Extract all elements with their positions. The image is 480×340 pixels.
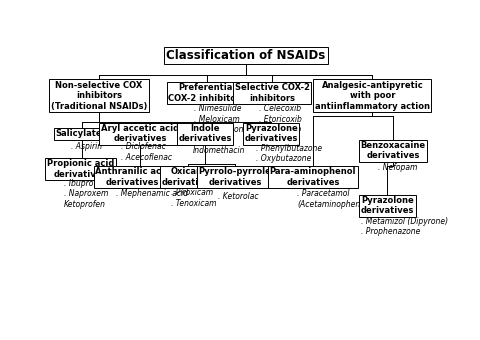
Text: Pyrazolone
derivatives: Pyrazolone derivatives bbox=[245, 124, 298, 143]
Text: . Metamizol (Dipyrone)
. Prophenazone: . Metamizol (Dipyrone) . Prophenazone bbox=[360, 217, 448, 236]
Text: Classification of NSAIDs: Classification of NSAIDs bbox=[167, 49, 325, 62]
Text: . Nefopam: . Nefopam bbox=[378, 163, 418, 172]
Text: . Mephenamic acid: . Mephenamic acid bbox=[116, 189, 188, 199]
Text: Salicylates: Salicylates bbox=[56, 129, 108, 138]
Text: Oxicam
derivatives: Oxicam derivatives bbox=[162, 167, 215, 187]
Text: Benzoxacaine
derivatives: Benzoxacaine derivatives bbox=[360, 141, 425, 160]
Text: Non-selective COX
inhibitors
(Traditional NSAIDs): Non-selective COX inhibitors (Traditiona… bbox=[51, 81, 147, 111]
Text: Para-aminophenol
derivatives: Para-aminophenol derivatives bbox=[270, 167, 356, 187]
Text: Selective COX-2
inhibitors: Selective COX-2 inhibitors bbox=[235, 83, 310, 103]
Text: Indomethacin: Indomethacin bbox=[193, 146, 245, 155]
Text: Pyrrolo-pyrrole
derivatives: Pyrrolo-pyrrole derivatives bbox=[198, 167, 271, 187]
Text: . Paracetamol
(Acetaminophen): . Paracetamol (Acetaminophen) bbox=[297, 189, 363, 209]
Text: Pyrazolone
derivatives: Pyrazolone derivatives bbox=[360, 196, 414, 216]
Text: Anthranilic acid
derivatives: Anthranilic acid derivatives bbox=[95, 167, 170, 187]
Text: Aryl accetic acid
derivatives: Aryl accetic acid derivatives bbox=[101, 124, 179, 143]
Text: . Ketorolac: . Ketorolac bbox=[218, 192, 259, 201]
Text: Preferential
COX-2 inhibitors: Preferential COX-2 inhibitors bbox=[168, 83, 245, 103]
Text: . Ibuprofen
. Naproxem
Ketoprofen: . Ibuprofen . Naproxem Ketoprofen bbox=[64, 179, 108, 209]
Text: Propionic acid
derivatives: Propionic acid derivatives bbox=[47, 159, 114, 179]
Text: . Aspirin: . Aspirin bbox=[71, 141, 102, 151]
Text: Analgesic-antipyretic
with poor
antiinflammatory action: Analgesic-antipyretic with poor antiinfl… bbox=[315, 81, 430, 111]
Text: . Phenylbutazone
. Oxybutazone: . Phenylbutazone . Oxybutazone bbox=[256, 144, 322, 163]
Text: . Nimesulide
. Meloxicam
. Nabumetone: . Nimesulide . Meloxicam . Nabumetone bbox=[194, 104, 248, 134]
Text: . Piroxicam
. Tenoxicam: . Piroxicam . Tenoxicam bbox=[171, 188, 216, 208]
Text: Indole
derivatives: Indole derivatives bbox=[179, 124, 232, 143]
Text: . Celecoxib
. Etoricoxib
. Parecoxib: . Celecoxib . Etoricoxib . Parecoxib bbox=[259, 104, 302, 134]
Text: . Diclofenac
. Acecoflenac: . Diclofenac . Acecoflenac bbox=[121, 142, 172, 162]
